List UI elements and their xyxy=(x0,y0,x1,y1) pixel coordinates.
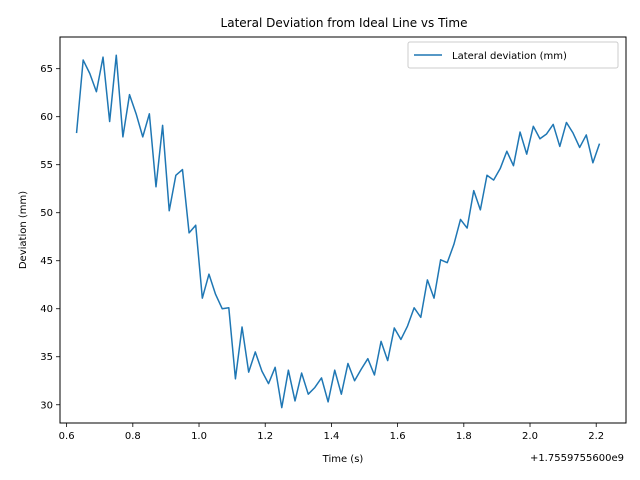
y-tick-label: 35 xyxy=(40,352,53,363)
y-tick-label: 65 xyxy=(40,64,53,75)
plot-area-frame xyxy=(59,36,627,424)
chart-title: Lateral Deviation from Ideal Line vs Tim… xyxy=(221,16,468,30)
axis-ticks: 0.6 0.8 1.0 1.2 1.4 1.6 1.8 2.0 2.2 30 35 40 45 50 55 6… xyxy=(40,64,604,442)
y-axis-label: Deviation (mm) xyxy=(18,191,29,269)
legend-box xyxy=(407,41,619,69)
x-tick-label: 2.2 xyxy=(588,431,604,442)
y-tick-label: 30 xyxy=(40,400,53,411)
y-tick-label: 55 xyxy=(40,160,53,171)
x-axis-label: Time (s) xyxy=(322,454,364,465)
x-tick-label: 1.2 xyxy=(257,431,273,442)
legend-label-lateral-deviation: Lateral deviation (mm) xyxy=(452,51,567,62)
x-tick-label: 2.0 xyxy=(522,431,538,442)
x-tick-label: 1.8 xyxy=(456,431,472,442)
y-tick-label: 60 xyxy=(40,112,53,123)
x-tick-label: 1.6 xyxy=(390,431,406,442)
x-tick-label: 0.6 xyxy=(59,431,75,442)
series-line-lateral-deviation xyxy=(75,54,601,409)
y-tick-label: 50 xyxy=(40,208,53,219)
x-tick-label: 0.8 xyxy=(125,431,141,442)
y-tick-label: 45 xyxy=(40,256,53,267)
y-tick-label: 40 xyxy=(40,304,53,315)
legend: Lateral deviation (mm) xyxy=(407,41,619,69)
x-axis-offset-label: +1.7559755600e9 xyxy=(530,453,624,464)
x-tick-label: 1.4 xyxy=(323,431,339,442)
x-tick-label: 1.0 xyxy=(191,431,207,442)
